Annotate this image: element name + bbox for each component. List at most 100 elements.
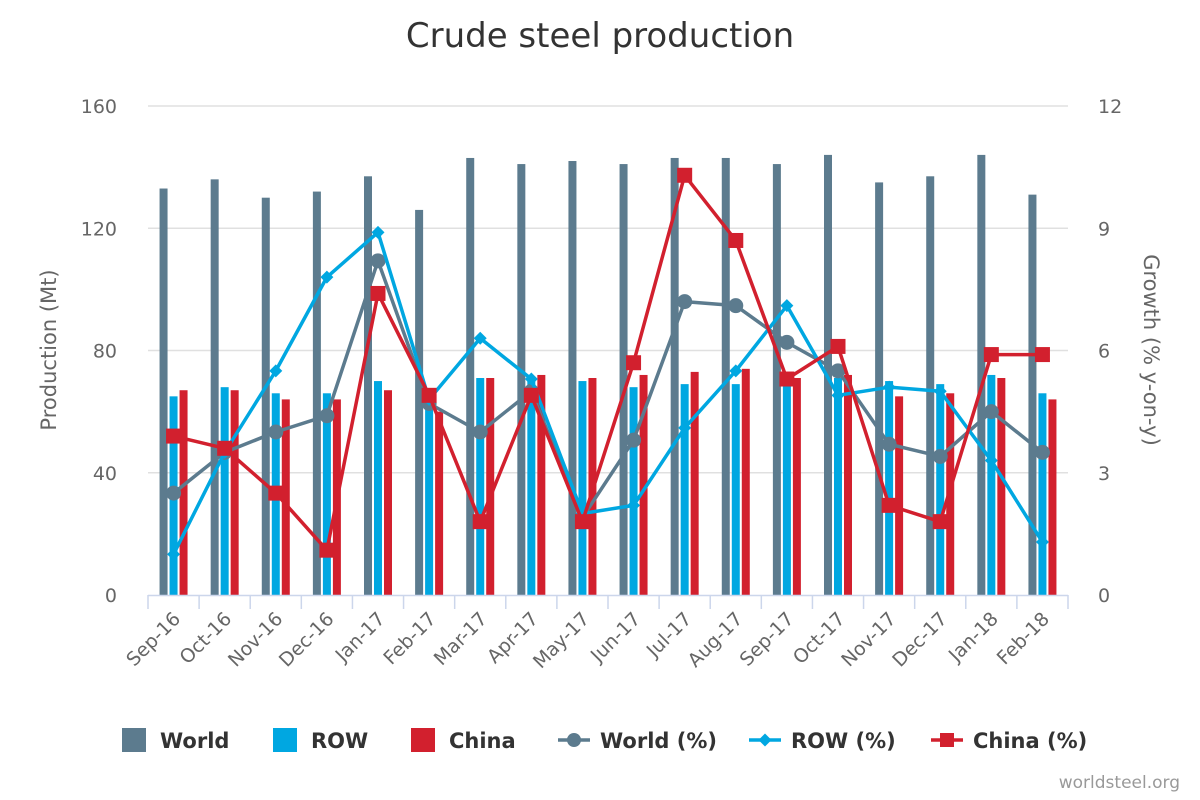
bar-world bbox=[977, 154, 986, 595]
point-china bbox=[472, 514, 488, 530]
point-row bbox=[984, 454, 998, 468]
y-left-tick-label: 0 bbox=[105, 585, 117, 607]
legend-label: ROW bbox=[311, 729, 368, 753]
bar-world bbox=[772, 164, 781, 595]
point-china bbox=[421, 387, 437, 403]
x-tick-label: Sep-17 bbox=[736, 608, 799, 671]
bar-row bbox=[936, 384, 945, 595]
legend-label: China (%) bbox=[973, 729, 1087, 753]
bar-china bbox=[486, 378, 495, 595]
bar-china bbox=[179, 390, 188, 595]
point-row bbox=[320, 270, 334, 284]
legend-item-china[interactable]: China (%) bbox=[931, 729, 1087, 753]
bar-world bbox=[1028, 194, 1037, 595]
y-left-tick-label: 80 bbox=[93, 341, 117, 363]
point-china bbox=[728, 232, 744, 248]
point-china bbox=[319, 542, 335, 558]
bar-world bbox=[926, 176, 935, 595]
point-world bbox=[370, 253, 386, 269]
point-world bbox=[728, 298, 744, 314]
legend-label: World bbox=[160, 729, 229, 753]
bar-world bbox=[159, 188, 168, 596]
bar-china bbox=[997, 378, 1006, 595]
point-china bbox=[574, 514, 590, 530]
x-tick-label: Aug-17 bbox=[684, 608, 748, 672]
legend-item-china[interactable]: China bbox=[411, 728, 516, 753]
y-right-tick-label: 12 bbox=[1098, 96, 1122, 118]
x-tick-label: May-17 bbox=[529, 608, 594, 673]
y-axis-right-title: Growth (% y-on-y) bbox=[1139, 254, 1163, 446]
bar-china bbox=[741, 368, 750, 595]
point-china bbox=[881, 497, 897, 513]
point-china bbox=[217, 440, 233, 456]
x-tick-label: Sep-16 bbox=[122, 608, 185, 671]
legend-item-world[interactable]: World bbox=[122, 728, 229, 753]
legend-item-row[interactable]: ROW bbox=[273, 728, 368, 753]
y-left-tick-label: 120 bbox=[81, 218, 117, 240]
line-row bbox=[171, 230, 1044, 556]
x-tick-label: Dec-16 bbox=[275, 608, 339, 672]
point-china bbox=[166, 428, 182, 444]
y-left-tick-label: 40 bbox=[93, 463, 117, 485]
point-world bbox=[626, 432, 642, 448]
bar-row bbox=[834, 378, 842, 595]
point-world bbox=[779, 334, 795, 350]
bar-china bbox=[435, 411, 444, 595]
x-tick-label: Nov-16 bbox=[224, 608, 287, 671]
bar-china bbox=[537, 374, 546, 595]
point-row bbox=[882, 380, 896, 394]
bar-world bbox=[517, 164, 526, 595]
y-right-tick-label: 6 bbox=[1098, 341, 1110, 363]
bar-row bbox=[680, 384, 689, 595]
point-china bbox=[932, 514, 948, 530]
bar-row bbox=[220, 387, 229, 595]
legend-swatch bbox=[411, 728, 435, 752]
bar-row bbox=[885, 381, 894, 595]
point-china bbox=[268, 485, 284, 501]
point-row bbox=[831, 388, 845, 402]
bar-row bbox=[1038, 393, 1047, 595]
x-tick-label: Mar-17 bbox=[430, 608, 492, 670]
y-right-tick-label: 9 bbox=[1098, 218, 1110, 240]
point-china bbox=[779, 371, 795, 387]
bar-china bbox=[230, 390, 239, 595]
bar-china bbox=[1048, 399, 1057, 595]
chart-title: Crude steel production bbox=[406, 16, 794, 56]
bar-china bbox=[895, 396, 904, 595]
bar-row bbox=[782, 381, 791, 595]
y-right-tick-label: 0 bbox=[1098, 585, 1110, 607]
point-row bbox=[780, 299, 794, 313]
bar-china bbox=[844, 374, 852, 595]
point-row bbox=[627, 498, 641, 512]
bar-china bbox=[281, 399, 290, 595]
bar-row bbox=[629, 387, 638, 595]
bar-world bbox=[312, 191, 321, 595]
legend-swatch bbox=[273, 728, 297, 752]
point-world bbox=[983, 404, 999, 420]
bar-world bbox=[721, 157, 730, 596]
y-left-tick-label: 160 bbox=[81, 96, 117, 118]
legend-label: ROW (%) bbox=[791, 729, 896, 753]
legend-label: World (%) bbox=[600, 729, 717, 753]
point-row bbox=[524, 372, 538, 386]
bar-row bbox=[987, 374, 996, 595]
x-tick-label: Jan-17 bbox=[331, 608, 390, 667]
x-tick-label: Nov-17 bbox=[837, 608, 900, 671]
line-series bbox=[166, 167, 1050, 561]
legend-item-row[interactable]: ROW (%) bbox=[749, 729, 896, 753]
gridlines bbox=[148, 105, 1068, 474]
credit-text: worldsteel.org bbox=[1059, 773, 1180, 793]
bar-world bbox=[568, 161, 577, 595]
legend: World ROW China World (%) ROW (%) China (%) bbox=[122, 728, 1087, 753]
y-axis-right: 0 3 6 9 12 bbox=[1098, 96, 1122, 607]
point-world bbox=[319, 408, 335, 424]
bar-world bbox=[466, 157, 475, 596]
bar-world bbox=[415, 209, 424, 595]
bar-row bbox=[425, 399, 434, 595]
point-world bbox=[881, 436, 897, 452]
legend-label: China bbox=[449, 729, 516, 753]
legend-item-world[interactable]: World (%) bbox=[558, 729, 717, 753]
line-china bbox=[173, 173, 1043, 552]
point-row bbox=[1035, 535, 1049, 549]
